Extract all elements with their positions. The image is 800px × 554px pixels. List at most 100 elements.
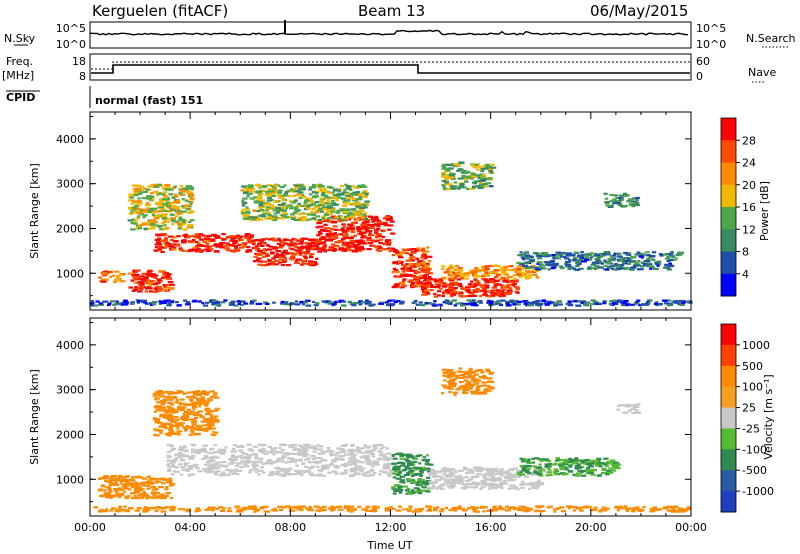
scatter-cell — [436, 485, 442, 488]
scatter-cell — [519, 508, 524, 511]
scatter-cell — [603, 509, 608, 512]
scatter-cell — [651, 251, 657, 254]
scatter-cell — [355, 210, 360, 213]
scatter-cell — [472, 290, 476, 293]
scatter-cell — [656, 264, 660, 267]
scatter-cell — [449, 290, 455, 293]
scatter-cell — [265, 209, 269, 212]
scatter-cell — [253, 464, 260, 467]
scatter-cell — [417, 473, 423, 476]
scatter-cell — [389, 506, 393, 509]
scatter-cell — [468, 175, 473, 178]
scatter-cell — [191, 454, 196, 457]
scatter-cell — [171, 220, 177, 223]
scatter-cell — [359, 232, 364, 236]
scatter-cell — [661, 299, 668, 302]
scatter-cell — [269, 204, 275, 207]
scatter-cell — [282, 258, 287, 262]
scatter-cell — [456, 169, 462, 172]
scatter-cell — [117, 487, 122, 490]
scatter-cell — [346, 506, 351, 510]
scatter-cell — [153, 207, 158, 210]
scatter-cell — [473, 275, 479, 278]
scatter-cell — [99, 277, 103, 280]
scatter-cell — [609, 254, 616, 257]
scatter-cell — [131, 199, 136, 202]
scatter-cell — [321, 215, 327, 218]
scatter-cell — [112, 303, 117, 306]
scatter-cell — [318, 187, 323, 190]
scatter-cell — [283, 194, 288, 197]
scatter-cell — [554, 264, 559, 267]
scatter-cell — [266, 195, 272, 198]
scatter-cell — [171, 205, 175, 208]
scatter-cell — [469, 280, 474, 283]
scatter-cell — [133, 184, 139, 187]
scatter-cell — [307, 213, 312, 216]
scatter-cell — [484, 271, 490, 274]
scatter-cell — [361, 508, 367, 511]
scatter-cell — [511, 268, 518, 271]
scatter-cell — [167, 468, 172, 471]
scatter-cell — [210, 452, 214, 455]
scatter-cell — [223, 299, 228, 302]
scatter-cell — [294, 206, 298, 209]
scatter-cell — [104, 496, 110, 499]
scatter-cell — [171, 463, 175, 467]
scatter-cell — [156, 243, 162, 246]
scatter-cell — [567, 507, 571, 510]
scatter-cell — [309, 193, 313, 196]
scatter-cell — [509, 506, 516, 509]
scatter-cell — [480, 285, 486, 289]
scatter-cell — [185, 187, 191, 190]
scatter-cell — [459, 284, 463, 288]
scatter-cell — [345, 194, 350, 197]
scatter-cell — [418, 263, 424, 266]
scatter-cell — [339, 448, 345, 451]
scatter-cell — [285, 452, 290, 455]
scatter-cell — [164, 422, 171, 425]
scatter-cell — [182, 221, 186, 224]
scatter-cell — [218, 242, 222, 245]
scatter-cell — [342, 191, 346, 194]
scatter-cell — [297, 213, 302, 216]
scatter-cell — [416, 247, 421, 250]
scatter-cell — [132, 200, 139, 203]
scatter-cell — [631, 201, 635, 205]
scatter-cell — [222, 507, 226, 510]
scatter-cell — [257, 443, 263, 446]
scatter-cell — [616, 255, 623, 258]
scatter-cell — [305, 243, 311, 246]
scatter-cell — [530, 473, 537, 476]
scatter-cell — [489, 264, 495, 267]
scatter-cell — [179, 212, 184, 215]
scatter-cell — [283, 468, 289, 471]
scatter-cell — [202, 240, 208, 243]
scatter-cell — [333, 232, 337, 235]
scatter-cell — [213, 250, 220, 253]
scatter-cell — [116, 509, 123, 512]
scatter-cell — [165, 242, 170, 245]
scatter-cell — [287, 204, 292, 207]
scatter-cell — [338, 300, 342, 304]
scatter-cell — [161, 496, 167, 499]
scatter-cell — [133, 494, 138, 498]
scatter-cell — [408, 257, 414, 260]
scatter-cell — [215, 456, 220, 459]
scatter-cell — [457, 482, 462, 485]
scatter-cell — [338, 247, 345, 250]
scatter-cell — [163, 191, 168, 194]
scatter-cell — [237, 243, 241, 246]
scatter-cell — [676, 253, 683, 256]
scatter-cell — [340, 215, 344, 218]
scatter-cell — [374, 444, 379, 447]
scatter-cell — [258, 252, 264, 255]
scatter-cell — [159, 287, 164, 290]
scatter-cell — [347, 245, 354, 248]
scatter-cell — [191, 239, 196, 242]
scatter-cell — [417, 484, 424, 487]
scatter-cell — [120, 493, 125, 496]
scatter-cell — [357, 469, 363, 472]
scatter-cell — [165, 198, 171, 201]
